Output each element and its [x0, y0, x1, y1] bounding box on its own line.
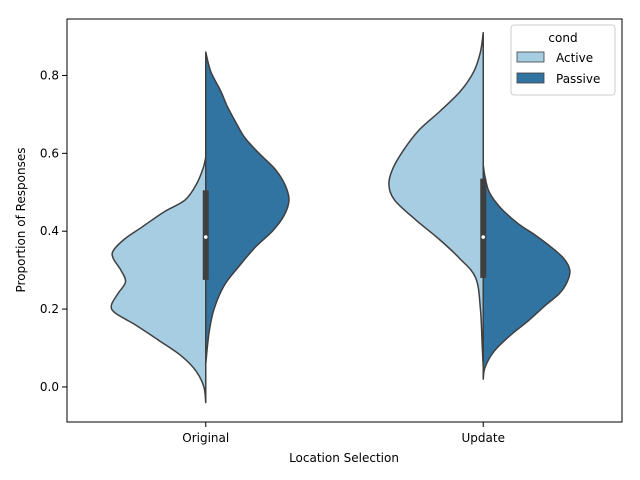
y-tick-label: 0.6 — [40, 146, 59, 160]
legend-label-active: Active — [556, 51, 593, 65]
y-tick-label: 0.2 — [40, 302, 59, 316]
violin-passive-update — [482, 164, 571, 380]
y-tick-label: 0.0 — [40, 380, 59, 394]
box-median-original — [203, 235, 208, 239]
box-iqr-original — [202, 190, 209, 280]
box-iqr-update — [480, 178, 487, 278]
y-tick-label: 0.4 — [40, 224, 59, 238]
legend-title: cond — [548, 31, 577, 45]
plot-frame — [66, 18, 623, 423]
violin-passive-original — [205, 51, 290, 365]
legend-label-passive: Passive — [556, 72, 600, 86]
plot-layer: 0.0 0.2 0.4 0.6 0.8 Original Update — [40, 31, 571, 445]
x-tick-label: Update — [462, 431, 505, 445]
legend: cond Active Passive — [510, 24, 616, 96]
box-median-update — [481, 235, 486, 239]
y-axis-label: Proportion of Responses — [14, 148, 28, 293]
violin-active-update — [388, 31, 484, 369]
legend-swatch-active — [516, 51, 545, 63]
legend-swatch-passive — [516, 72, 545, 84]
violin-active-original — [110, 156, 207, 404]
x-axis-label: Location Selection — [289, 451, 399, 465]
x-tick-label: Original — [182, 431, 229, 445]
y-tick-label: 0.8 — [40, 68, 59, 82]
